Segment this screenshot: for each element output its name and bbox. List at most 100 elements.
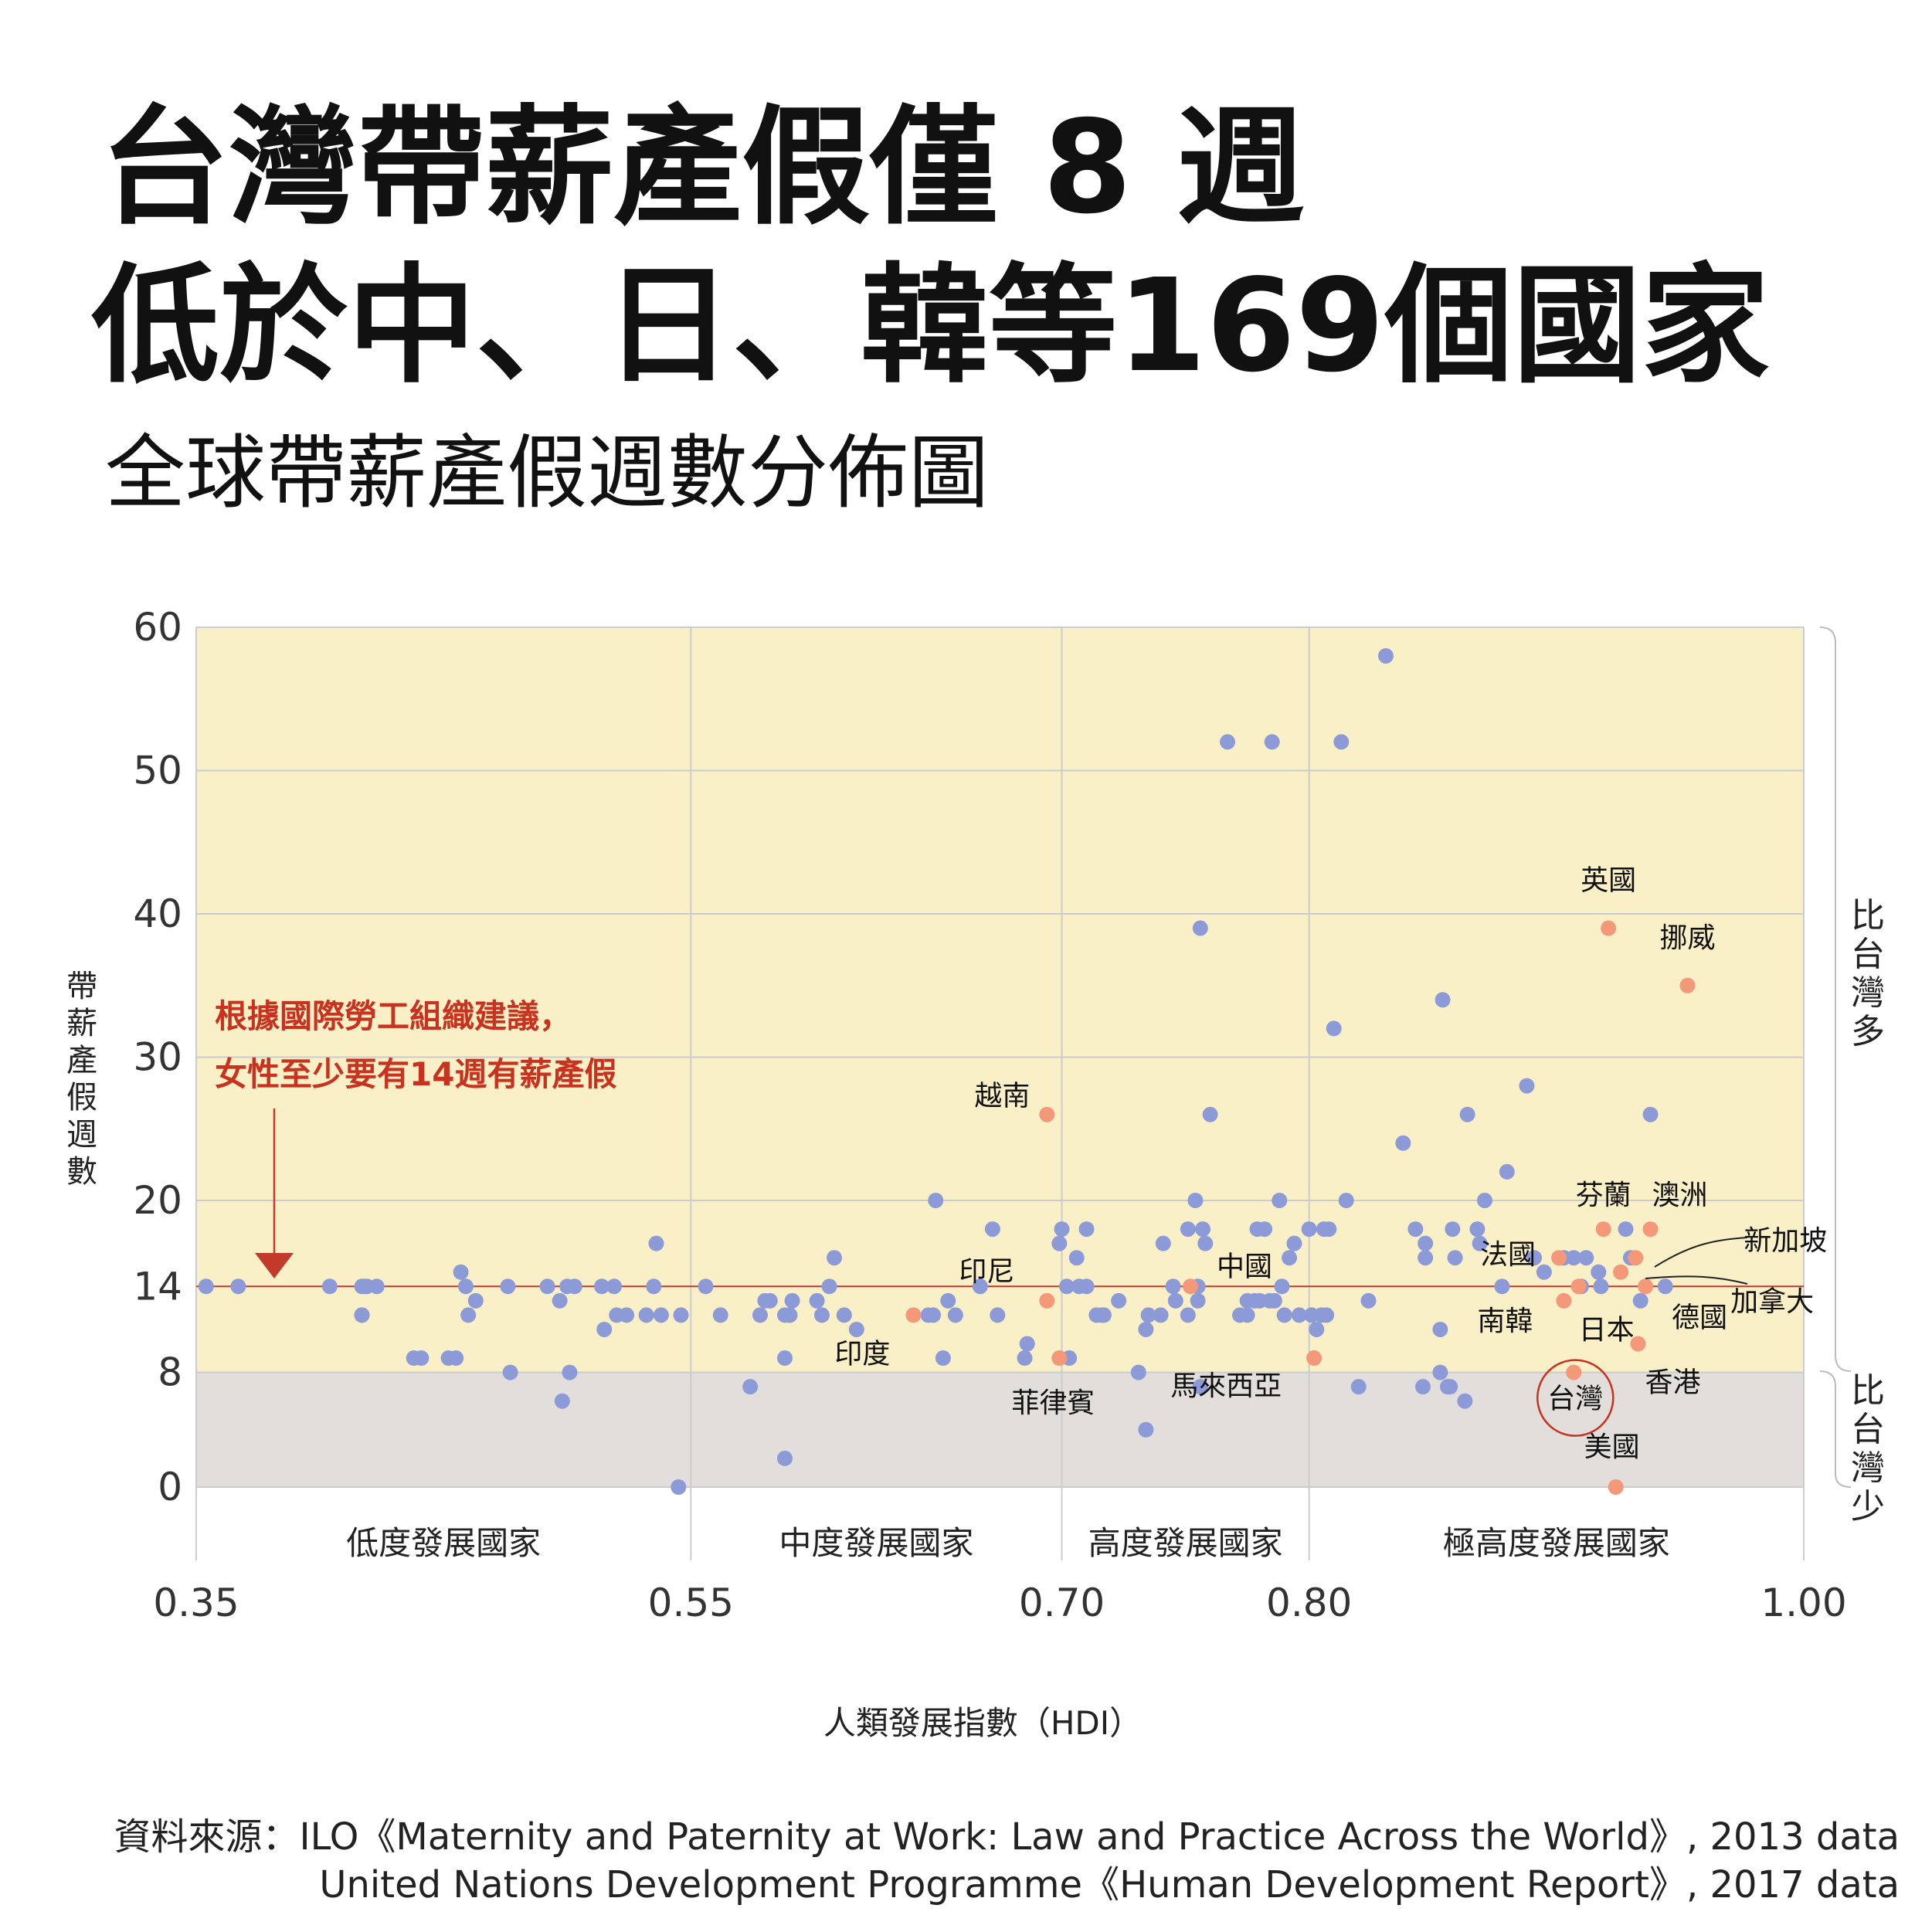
- taiwan-highlight-circle: [1536, 1359, 1615, 1437]
- point-label: 中國: [1217, 1251, 1272, 1282]
- highlighted-point: [1628, 1250, 1644, 1266]
- data-point: [356, 1278, 372, 1295]
- data-point: [1395, 1135, 1411, 1151]
- data-point: [1155, 1235, 1171, 1251]
- highlighted-point: [1601, 920, 1617, 936]
- data-point: [1138, 1321, 1154, 1337]
- highlighted-point: [1570, 1278, 1587, 1295]
- lower-brace: [1819, 1370, 1852, 1488]
- data-point: [1051, 1235, 1068, 1251]
- data-point: [562, 1364, 578, 1380]
- side-label-upper-char: 多: [1851, 1012, 1885, 1051]
- annotation-arrow-head: [255, 1253, 294, 1278]
- highlighted-point: [1613, 1264, 1629, 1280]
- data-point: [1321, 1221, 1337, 1238]
- data-point: [1360, 1292, 1377, 1309]
- data-point: [712, 1307, 728, 1323]
- data-point: [1309, 1321, 1325, 1337]
- data-point: [1274, 1278, 1290, 1295]
- side-label-lower-char: 台: [1851, 1410, 1885, 1449]
- data-point: [606, 1278, 623, 1295]
- data-point: [1239, 1307, 1255, 1323]
- data-point: [638, 1307, 654, 1323]
- y-tick-label: 50: [133, 749, 182, 793]
- highlighted-point: [1039, 1106, 1055, 1122]
- side-label-lower-char: 比: [1851, 1371, 1885, 1411]
- y-tick-label: 40: [133, 891, 182, 936]
- y-axis-label-char: 假: [66, 1080, 97, 1115]
- point-label: 台灣: [1547, 1384, 1603, 1415]
- canada-leader-line: [1645, 1275, 1748, 1285]
- highlighted-point: [905, 1307, 922, 1323]
- data-point: [554, 1393, 570, 1409]
- data-point: [500, 1278, 516, 1295]
- data-point: [1472, 1235, 1488, 1251]
- side-label-upper-char: 比: [1851, 896, 1885, 935]
- point-label: 日本: [1579, 1314, 1635, 1346]
- y-axis-label-char: 數: [66, 1154, 97, 1190]
- data-point: [1526, 1250, 1543, 1266]
- data-point: [1407, 1221, 1424, 1238]
- y-tick-label: 30: [133, 1035, 182, 1080]
- point-label: 英國: [1581, 865, 1636, 897]
- data-point: [1291, 1307, 1307, 1323]
- data-point: [972, 1278, 988, 1295]
- data-point: [1192, 920, 1208, 936]
- data-point: [1447, 1250, 1463, 1266]
- data-point: [776, 1350, 793, 1367]
- y-axis-label-char: 產: [66, 1043, 97, 1078]
- point-label: 芬蘭: [1576, 1180, 1632, 1211]
- data-point: [653, 1307, 669, 1323]
- band-label: 極高度發展國家: [1443, 1524, 1670, 1562]
- x-tick-label: 1.00: [1761, 1581, 1846, 1625]
- data-point: [1319, 1307, 1335, 1323]
- data-point: [1377, 648, 1394, 664]
- data-point: [1180, 1221, 1196, 1238]
- data-point: [742, 1379, 759, 1395]
- data-point: [1019, 1336, 1035, 1352]
- data-point: [784, 1292, 800, 1309]
- data-point: [1414, 1379, 1431, 1395]
- y-tick-label: 0: [158, 1465, 182, 1509]
- data-point: [1264, 734, 1280, 750]
- point-label: 菲律賓: [1011, 1387, 1095, 1419]
- y-axis-label-char: 薪: [66, 1006, 97, 1041]
- data-point: [1153, 1307, 1169, 1323]
- data-point: [594, 1278, 610, 1295]
- point-label: 南韓: [1477, 1306, 1533, 1337]
- highlighted-point: [1551, 1250, 1567, 1266]
- data-point: [1618, 1221, 1634, 1238]
- data-point: [1432, 1321, 1448, 1337]
- data-point: [1418, 1250, 1434, 1266]
- data-point: [1138, 1421, 1154, 1438]
- data-point: [448, 1350, 464, 1367]
- data-point: [1536, 1264, 1552, 1280]
- x-tick-label: 0.55: [648, 1581, 734, 1625]
- data-point: [1578, 1250, 1594, 1266]
- data-point: [1469, 1221, 1486, 1238]
- point-label: 馬來西亞: [1170, 1370, 1282, 1402]
- data-point: [1165, 1278, 1181, 1295]
- data-point: [836, 1307, 852, 1323]
- point-label: 印度: [834, 1338, 890, 1370]
- data-point: [984, 1221, 1000, 1238]
- highlighted-point: [1183, 1278, 1199, 1295]
- data-point: [1266, 1292, 1282, 1309]
- data-point: [1195, 1221, 1211, 1238]
- data-point: [821, 1278, 837, 1295]
- highlighted-point: [1039, 1292, 1055, 1309]
- highlighted-point: [1051, 1350, 1068, 1367]
- point-label: 印尼: [959, 1256, 1014, 1288]
- data-point: [1477, 1193, 1493, 1208]
- data-point: [990, 1307, 1006, 1323]
- highlighted-point: [1595, 1221, 1611, 1238]
- y-axis-label-char: 帶: [66, 969, 97, 1004]
- data-point: [673, 1307, 689, 1323]
- data-point: [1350, 1379, 1367, 1395]
- data-point: [1418, 1235, 1434, 1251]
- data-point: [925, 1307, 942, 1323]
- data-point: [1591, 1264, 1607, 1280]
- data-point: [648, 1235, 664, 1251]
- data-point: [1190, 1292, 1206, 1309]
- x-tick-label: 0.70: [1019, 1581, 1105, 1625]
